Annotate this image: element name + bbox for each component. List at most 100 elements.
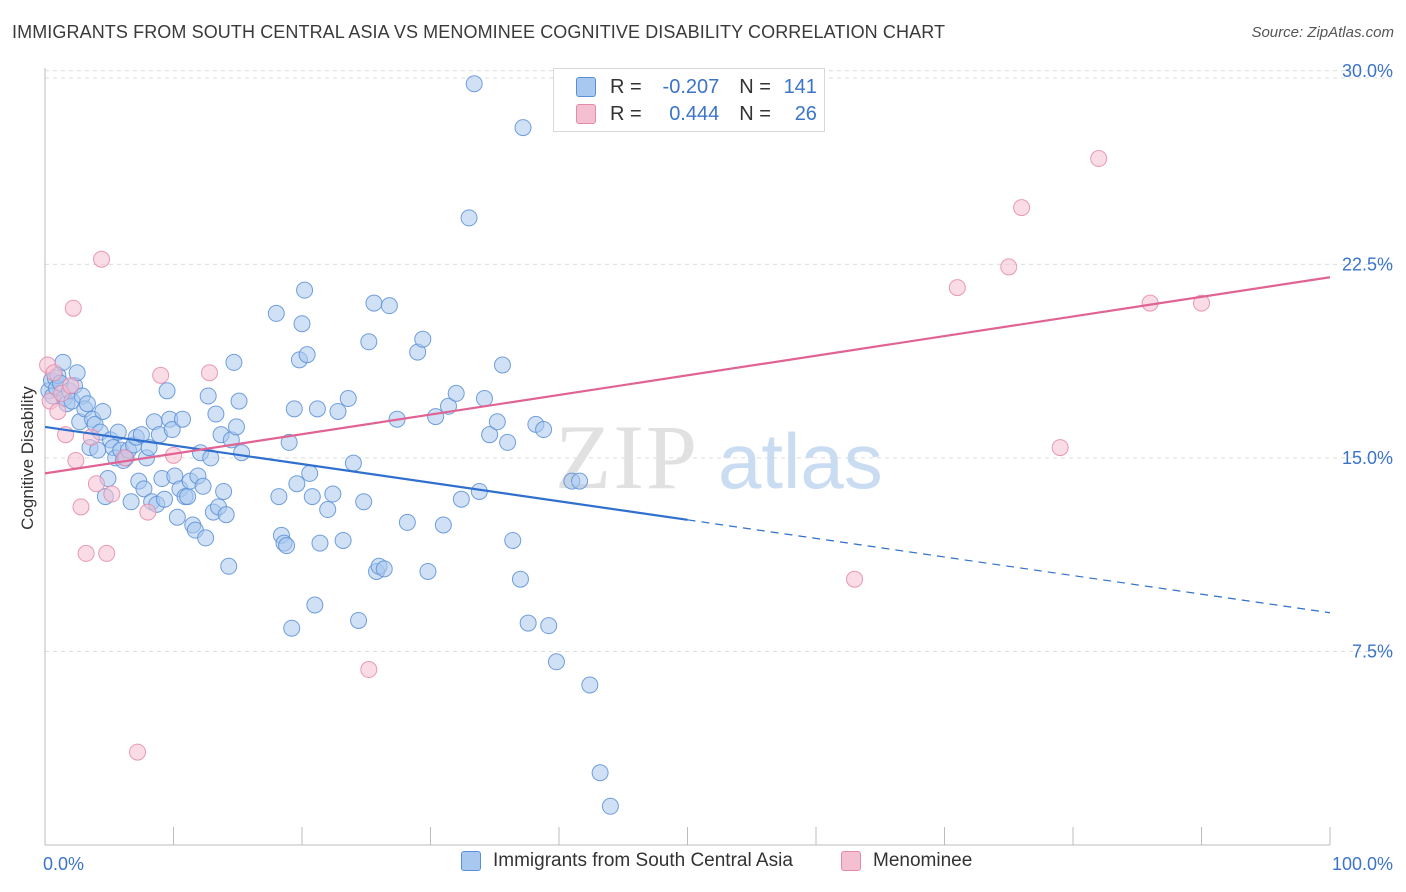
data-point-south-central-asia [278, 537, 296, 555]
data-point-south-central-asia [280, 433, 298, 451]
legend-blue-n-label: N = [739, 75, 771, 98]
data-point-menominee [103, 485, 121, 503]
data-point-south-central-asia [285, 400, 303, 418]
trend-line-south-central-asia-extrapolated [687, 519, 1331, 614]
data-point-menominee [87, 475, 105, 493]
data-point-south-central-asia [375, 560, 393, 578]
axes [44, 68, 1331, 846]
tick-labels: 7.5% 15.0% 22.5% 30.0% 0.0% 100.0% [43, 61, 1393, 874]
legend-pink-n-label: N = [739, 102, 771, 125]
legend-blue-r-label: R = [610, 75, 642, 98]
data-point-south-central-asia [319, 501, 337, 519]
data-point-south-central-asia [301, 464, 319, 482]
data-point-south-central-asia [488, 413, 506, 431]
bottom-legend-pink-label: Menominee [873, 850, 973, 871]
data-point-menominee [1051, 439, 1069, 457]
data-point-south-central-asia [329, 402, 347, 420]
y-axis-label: Cognitive Disability [18, 386, 37, 530]
bottom-legend-swatch-pink [841, 851, 861, 871]
data-point-south-central-asia [504, 531, 522, 549]
data-point-south-central-asia [447, 384, 465, 402]
data-point-south-central-asia [350, 611, 368, 629]
data-point-south-central-asia [380, 297, 398, 315]
watermark-atlas: atlas [718, 417, 883, 505]
data-point-south-central-asia [460, 209, 478, 227]
data-point-south-central-asia [535, 421, 553, 439]
data-point-menominee [360, 661, 378, 679]
legend-blue-n-value: 141 [783, 75, 817, 98]
data-point-menominee [77, 544, 95, 562]
bottom-legend-blue-label: Immigrants from South Central Asia [493, 850, 793, 871]
data-point-south-central-asia [296, 281, 314, 299]
grid-lines [45, 70, 1392, 652]
data-point-south-central-asia [122, 493, 140, 511]
data-point-south-central-asia [581, 676, 599, 694]
data-point-south-central-asia [311, 534, 329, 552]
data-point-menominee [67, 451, 85, 469]
x-tick-label-max: 100.0% [1332, 854, 1393, 874]
watermark: ZIP atlas [555, 406, 883, 508]
data-point-south-central-asia [547, 653, 565, 671]
trend-line-menominee [44, 276, 1331, 475]
data-point-south-central-asia [303, 488, 321, 506]
data-point-south-central-asia [267, 304, 285, 322]
data-point-south-central-asia [283, 619, 301, 637]
data-point-south-central-asia [344, 454, 362, 472]
data-point-south-central-asia [298, 346, 316, 364]
data-point-south-central-asia [511, 570, 529, 588]
data-point-south-central-asia [355, 493, 373, 511]
data-point-south-central-asia [414, 330, 432, 348]
data-point-south-central-asia [225, 353, 243, 371]
data-point-menominee [152, 366, 170, 384]
data-point-south-central-asia [168, 508, 186, 526]
data-point-south-central-asia [419, 562, 437, 580]
data-point-menominee [64, 299, 82, 317]
watermark-zip: ZIP [555, 406, 699, 508]
data-point-south-central-asia [308, 400, 326, 418]
data-point-south-central-asia [591, 764, 609, 782]
data-point-south-central-asia [499, 433, 517, 451]
legend-swatch-blue [576, 77, 596, 97]
data-point-south-central-asia [194, 477, 212, 495]
data-point-south-central-asia [398, 513, 416, 531]
data-point-south-central-asia [179, 488, 197, 506]
data-point-menominee [1000, 258, 1018, 276]
data-point-menominee [82, 428, 100, 446]
chart-title: IMMIGRANTS FROM SOUTH CENTRAL ASIA VS ME… [12, 22, 946, 42]
data-point-menominee [948, 279, 966, 297]
data-point-south-central-asia [360, 333, 378, 351]
data-point-south-central-asia [163, 421, 181, 439]
data-point-menominee [1193, 294, 1210, 312]
data-point-menominee [139, 503, 157, 521]
data-point-south-central-asia [227, 418, 245, 436]
bottom-legend-pink: Menominee [841, 850, 972, 872]
y-tick-label: 7.5% [1352, 641, 1393, 661]
trend-line-south-central-asia [44, 425, 688, 521]
data-point-south-central-asia [481, 426, 499, 444]
legend-row-pink: R = 0.444 N = 26 [576, 101, 817, 127]
data-point-south-central-asia [215, 482, 233, 500]
data-point-south-central-asia [217, 506, 235, 524]
data-point-south-central-asia [78, 395, 96, 413]
bottom-legend-blue: Immigrants from South Central Asia [461, 850, 793, 872]
legend-pink-r-label: R = [610, 102, 642, 125]
bottom-legend-swatch-blue [461, 851, 481, 871]
data-point-south-central-asia [601, 797, 619, 815]
x-tick-label-min: 0.0% [43, 854, 84, 874]
data-point-south-central-asia [233, 444, 251, 462]
data-point-menominee [62, 377, 80, 395]
legend-row-blue: R = -0.207 N = 141 [576, 74, 817, 100]
trend-lines [44, 276, 1331, 614]
data-point-south-central-asia [288, 475, 306, 493]
data-point-south-central-asia [156, 490, 174, 508]
data-point-south-central-asia [173, 410, 191, 428]
data-point-south-central-asia [365, 294, 383, 312]
data-point-south-central-asia [207, 405, 225, 423]
data-point-menominee [49, 402, 67, 420]
data-point-south-central-asia [132, 426, 150, 444]
legend-swatch-pink [576, 104, 596, 124]
data-point-menominee [846, 570, 864, 588]
data-point-south-central-asia [427, 408, 445, 426]
data-point-south-central-asia [339, 390, 357, 408]
data-point-south-central-asia [475, 390, 493, 408]
